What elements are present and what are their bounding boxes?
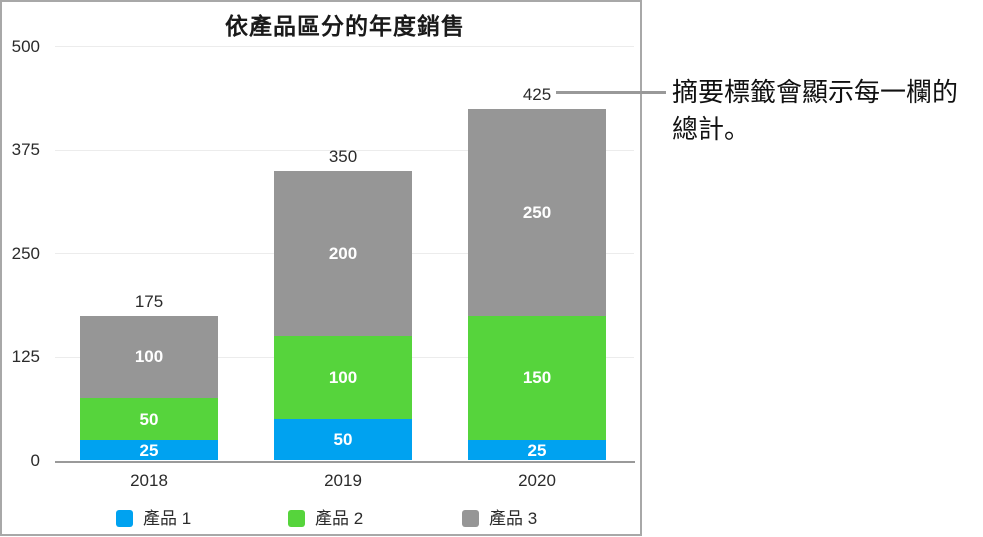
bar-2020-segment-product-1: 25 xyxy=(468,439,606,461)
bar-segment-value-label: 50 xyxy=(333,430,353,450)
bar-segment-value-label: 200 xyxy=(328,243,358,263)
y-axis-tick-label: 250 xyxy=(11,243,40,263)
chart-title: 依產品區分的年度銷售 xyxy=(225,13,465,39)
legend-swatch-product-3 xyxy=(462,510,479,527)
y-axis-tick-label: 125 xyxy=(11,347,40,366)
bar-segment-value-label: 250 xyxy=(522,202,552,222)
bar-segment-value-label: 50 xyxy=(139,409,159,429)
legend-swatch-product-2 xyxy=(288,510,305,527)
bar-2020-segment-product-3: 250 xyxy=(468,108,606,316)
bar-2019-segment-product-1: 50 xyxy=(274,419,412,461)
bar-2020-total-label: 425 xyxy=(522,84,552,104)
bar-2018-segment-product-1: 25 xyxy=(80,439,218,461)
x-axis-label-2018: 2018 xyxy=(130,471,168,490)
bar-segment-value-label: 25 xyxy=(527,440,547,460)
y-axis-tick-label: 375 xyxy=(11,140,40,159)
bar-2019-segment-product-2: 100 xyxy=(274,336,412,420)
bar-2020-segment-product-2: 150 xyxy=(468,315,606,440)
bar-segment-value-label: 150 xyxy=(522,368,552,388)
callout-text: 摘要標籤會顯示每一欄的 總計。 xyxy=(672,74,972,148)
bar-2018-segment-product-3: 100 xyxy=(80,315,218,399)
x-axis-line xyxy=(55,460,635,463)
gridline-500 xyxy=(55,46,634,47)
legend-swatch-product-1 xyxy=(116,510,133,527)
callout-text-line-2: 總計。 xyxy=(672,114,751,144)
callout-text-line-1: 摘要標籤會顯示每一欄的 xyxy=(672,77,959,107)
legend-label-product-2: 產品 2 xyxy=(315,509,364,528)
x-axis-label-2020: 2020 xyxy=(518,471,556,490)
bar-segment-value-label: 100 xyxy=(328,368,358,388)
bar-2018-segment-product-2: 50 xyxy=(80,398,218,440)
legend-label-product-1: 產品 1 xyxy=(143,509,192,528)
bar-2019-total-label: 350 xyxy=(328,146,358,166)
callout-leader-line xyxy=(556,91,666,94)
x-axis-label-2019: 2019 xyxy=(324,471,362,490)
y-axis-tick-label: 500 xyxy=(11,36,40,56)
bar-segment-value-label: 100 xyxy=(134,347,164,367)
gridline-375 xyxy=(55,149,634,151)
bar-2018-total-label: 175 xyxy=(134,291,164,311)
bar-segment-value-label: 25 xyxy=(139,440,159,460)
bar-2019-segment-product-3: 200 xyxy=(274,170,412,337)
y-axis-tick-label: 0 xyxy=(30,450,40,470)
legend-label-product-3: 產品 3 xyxy=(489,509,538,528)
